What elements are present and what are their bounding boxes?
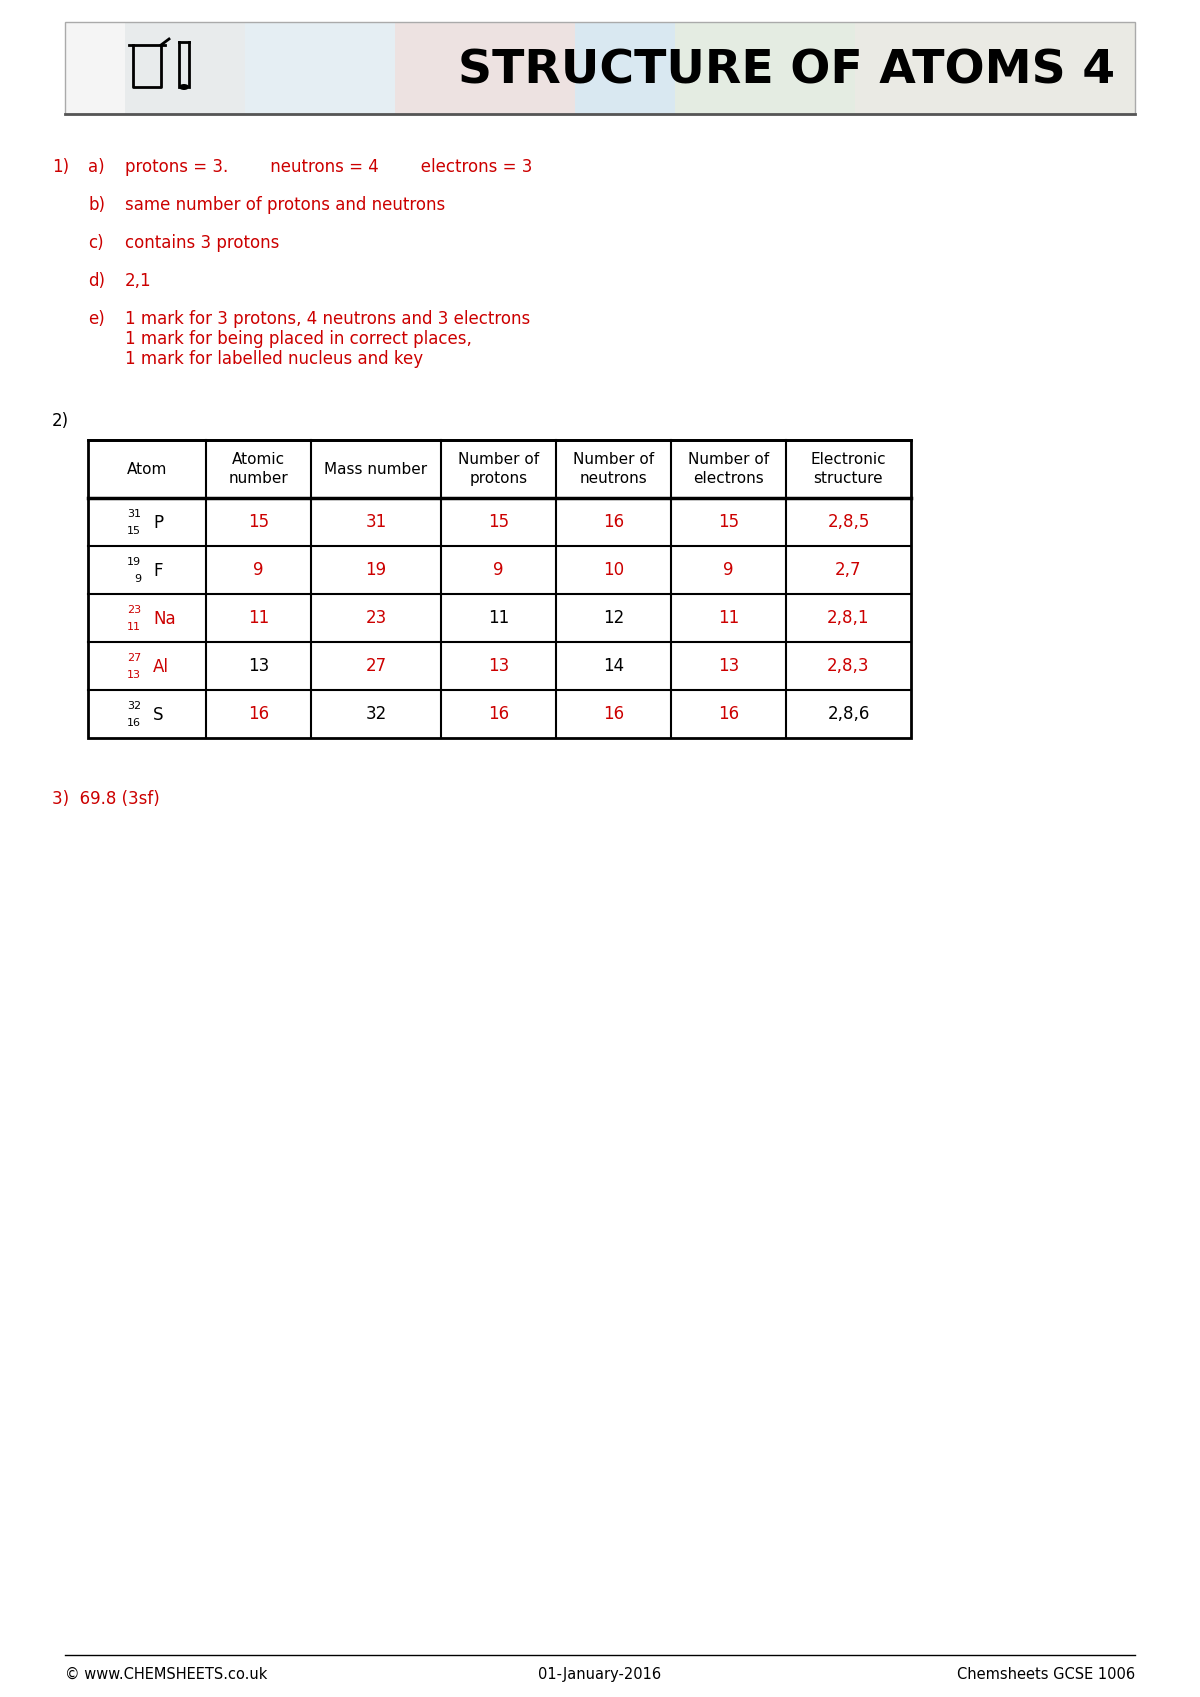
Text: 16: 16: [127, 718, 142, 728]
Text: 12: 12: [602, 609, 624, 626]
Text: Atomic
number: Atomic number: [229, 451, 288, 485]
Text: 1 mark for labelled nucleus and key: 1 mark for labelled nucleus and key: [125, 350, 424, 368]
Text: a): a): [88, 158, 104, 176]
Text: 15: 15: [127, 526, 142, 536]
Text: 32: 32: [365, 704, 386, 723]
Text: Atom: Atom: [127, 462, 167, 477]
Text: © www.CHEMSHEETS.co.uk: © www.CHEMSHEETS.co.uk: [65, 1666, 268, 1682]
Text: 16: 16: [718, 704, 739, 723]
Text: 13: 13: [488, 657, 509, 675]
Text: 1 mark for 3 protons, 4 neutrons and 3 electrons: 1 mark for 3 protons, 4 neutrons and 3 e…: [125, 311, 530, 328]
Text: 11: 11: [488, 609, 509, 626]
Text: 32: 32: [127, 701, 142, 711]
Text: S: S: [154, 706, 163, 725]
Bar: [245, 22, 395, 114]
Text: Mass number: Mass number: [324, 462, 427, 477]
Bar: [395, 22, 575, 114]
Text: 27: 27: [127, 653, 142, 664]
Text: Number of
neutrons: Number of neutrons: [572, 451, 654, 485]
Text: 11: 11: [718, 609, 739, 626]
Text: 31: 31: [127, 509, 142, 519]
Text: 31: 31: [365, 512, 386, 531]
Text: 3)  69.8 (3sf): 3) 69.8 (3sf): [52, 791, 160, 808]
Text: Chemsheets GCSE 1006: Chemsheets GCSE 1006: [956, 1666, 1135, 1682]
Text: c): c): [88, 234, 103, 251]
Text: 2): 2): [52, 412, 70, 429]
Text: Al: Al: [154, 658, 169, 675]
Text: 19: 19: [366, 562, 386, 579]
Bar: [88, 440, 911, 738]
Text: F: F: [154, 562, 162, 580]
Text: contains 3 protons: contains 3 protons: [125, 234, 280, 251]
Text: 19: 19: [127, 557, 142, 567]
Text: 9: 9: [724, 562, 733, 579]
Text: 2,7: 2,7: [835, 562, 862, 579]
Text: protons = 3.        neutrons = 4        electrons = 3: protons = 3. neutrons = 4 electrons = 3: [125, 158, 533, 176]
Bar: [65, 22, 125, 114]
Text: 2,8,6: 2,8,6: [827, 704, 870, 723]
Text: 15: 15: [248, 512, 269, 531]
Bar: [674, 22, 854, 114]
Text: 11: 11: [248, 609, 269, 626]
Text: 1 mark for being placed in correct places,: 1 mark for being placed in correct place…: [125, 329, 472, 348]
Ellipse shape: [179, 83, 190, 90]
Text: 2,8,3: 2,8,3: [827, 657, 870, 675]
Text: Number of
protons: Number of protons: [458, 451, 539, 485]
Text: Electronic
structure: Electronic structure: [811, 451, 887, 485]
Text: 10: 10: [602, 562, 624, 579]
Text: 16: 16: [602, 704, 624, 723]
Text: 15: 15: [488, 512, 509, 531]
Text: 13: 13: [718, 657, 739, 675]
Text: STRUCTURE OF ATOMS 4: STRUCTURE OF ATOMS 4: [458, 49, 1115, 93]
Bar: [65, 22, 1135, 114]
Text: 23: 23: [365, 609, 386, 626]
Text: e): e): [88, 311, 104, 328]
Text: 16: 16: [248, 704, 269, 723]
Text: 2,8,5: 2,8,5: [827, 512, 870, 531]
Text: 9: 9: [493, 562, 504, 579]
Text: 13: 13: [127, 670, 142, 680]
Text: 14: 14: [602, 657, 624, 675]
Bar: [575, 22, 674, 114]
Text: 13: 13: [248, 657, 269, 675]
Text: b): b): [88, 195, 106, 214]
Text: d): d): [88, 272, 106, 290]
Bar: [125, 22, 245, 114]
Text: 27: 27: [366, 657, 386, 675]
Text: 16: 16: [488, 704, 509, 723]
Text: 1): 1): [52, 158, 70, 176]
Bar: [854, 22, 1135, 114]
Text: 9: 9: [253, 562, 264, 579]
Text: same number of protons and neutrons: same number of protons and neutrons: [125, 195, 445, 214]
Bar: [65, 22, 1135, 114]
Text: 16: 16: [602, 512, 624, 531]
Text: P: P: [154, 514, 163, 531]
Text: 23: 23: [127, 606, 142, 614]
Text: Na: Na: [154, 609, 175, 628]
Text: 11: 11: [127, 623, 142, 631]
Text: Number of
electrons: Number of electrons: [688, 451, 769, 485]
Text: 9: 9: [134, 574, 142, 584]
Text: 01-January-2016: 01-January-2016: [539, 1666, 661, 1682]
Text: 2,8,1: 2,8,1: [827, 609, 870, 626]
Text: 2,1: 2,1: [125, 272, 151, 290]
Text: 15: 15: [718, 512, 739, 531]
